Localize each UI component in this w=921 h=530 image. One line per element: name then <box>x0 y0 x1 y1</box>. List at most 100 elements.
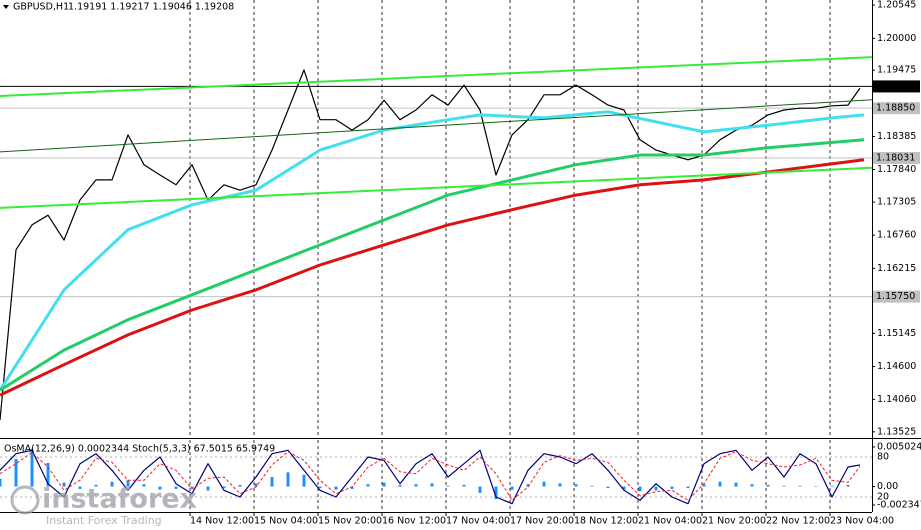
price-level-label: 1.19208 <box>876 81 915 92</box>
histogram-bar <box>334 486 338 490</box>
watermark-logo <box>10 485 40 515</box>
watermark-tagline: Instant Forex Trading <box>46 514 162 527</box>
x-tick-label: 17 Nov 20:00 <box>510 516 574 527</box>
histogram-bar <box>750 484 754 487</box>
histogram-bar <box>782 485 786 487</box>
x-tick-label: 17 Nov 04:00 <box>446 516 510 527</box>
histogram-bar <box>830 485 834 487</box>
histogram-bar <box>398 484 402 487</box>
histogram-bar <box>622 486 626 490</box>
histogram-bar <box>590 485 594 487</box>
y-tick-label: 1.14060 <box>877 394 916 405</box>
x-tick-label: 18 Nov 12:00 <box>574 516 638 527</box>
histogram-bar <box>766 484 770 487</box>
price-level-box <box>873 80 920 93</box>
histogram-bar <box>686 486 690 489</box>
histogram-bar <box>606 486 610 489</box>
y-tick-label: -0.002347 <box>877 499 921 510</box>
histogram-bar <box>718 481 722 487</box>
watermark: instaforex Instant Forex Trading <box>10 484 197 527</box>
price-level-label: 1.18850 <box>876 103 915 114</box>
x-tick-label: 21 Nov 20:00 <box>702 516 766 527</box>
histogram-bar <box>414 484 418 487</box>
y-tick-label: 0.0050246 <box>877 441 921 452</box>
histogram-bar <box>350 486 354 489</box>
histogram-bar <box>78 486 82 489</box>
histogram-bar <box>94 484 98 487</box>
series-line <box>0 449 861 505</box>
y2-tick-label: 80 <box>877 452 889 463</box>
histogram-bar <box>158 486 162 490</box>
series-line <box>0 110 865 392</box>
histogram-bar <box>654 486 658 491</box>
histogram-bar <box>542 481 546 487</box>
price-level-label: 1.18031 <box>876 152 915 163</box>
histogram-bar <box>462 484 466 487</box>
histogram-bar <box>734 482 738 487</box>
symbol: GBPUSD,H1 <box>13 2 69 13</box>
price-level-box <box>873 151 920 164</box>
series-line <box>0 99 873 153</box>
histogram-bar <box>14 458 18 487</box>
histogram-bar <box>238 484 242 487</box>
histogram-bar <box>46 462 50 487</box>
series-line <box>0 158 865 397</box>
y-tick-label: 1.14600 <box>877 361 916 372</box>
price-level-box <box>873 290 920 303</box>
histogram-bar <box>174 486 178 489</box>
histogram-bar <box>142 484 146 487</box>
ohlc: 1.19191 1.19217 1.19046 1.19208 <box>68 2 234 13</box>
watermark-brand: instaforex <box>42 484 197 515</box>
histogram-bar <box>670 486 674 489</box>
x-tick-label: 15 Nov 20:00 <box>318 516 382 527</box>
histogram-bar <box>62 482 66 487</box>
histogram-bar <box>574 484 578 487</box>
indicator-title: OsMA(12,26,9) 0.0002344 Stoch(5,3,3) 67.… <box>4 444 275 455</box>
x-tick-label: 23 Nov 04:00 <box>830 516 894 527</box>
histogram-bar <box>126 480 130 487</box>
x-tick-label: 15 Nov 04:00 <box>254 516 318 527</box>
y-tick-label: 1.17305 <box>877 197 916 208</box>
histogram-bar <box>366 484 370 487</box>
histogram-bar <box>110 481 114 487</box>
histogram-bar <box>0 478 2 487</box>
y-tick-label: 1.13525 <box>877 426 916 437</box>
histogram-bar <box>702 484 706 487</box>
histogram-bar <box>30 448 34 487</box>
y-tick-label: 1.20000 <box>877 33 916 44</box>
histogram-bar <box>190 486 194 489</box>
y-tick-label: 1.20545 <box>877 0 916 11</box>
histogram-bar <box>206 486 210 491</box>
histogram-bar <box>846 484 850 487</box>
histogram-bar <box>430 483 434 487</box>
x-tick-label: 16 Nov 12:00 <box>382 516 446 527</box>
y-tick-label: 1.15145 <box>877 328 916 339</box>
histogram-bar <box>286 472 290 487</box>
y-tick-label: 1.18385 <box>877 131 916 142</box>
histogram-bar <box>222 486 226 489</box>
histogram-bar <box>446 485 450 487</box>
series-line <box>0 69 861 421</box>
series-line <box>0 451 861 501</box>
histogram-bar <box>478 486 482 493</box>
histogram-bar <box>494 486 498 500</box>
price-level-label: 1.15750 <box>876 291 915 302</box>
histogram-bar <box>254 483 258 487</box>
series-line <box>0 166 873 209</box>
x-tick-label: 14 Nov 12:00 <box>190 516 254 527</box>
y-tick-label: 1.16760 <box>877 230 916 241</box>
y-tick-label: 1.17840 <box>877 164 916 175</box>
series-line <box>0 138 865 392</box>
y2-tick-label: 20 <box>877 492 889 503</box>
symbol-arrow <box>3 5 9 9</box>
histogram-bar <box>526 484 530 487</box>
histogram-bar <box>270 477 274 487</box>
histogram-bar <box>814 486 818 488</box>
y-tick-label: 1.19475 <box>877 65 916 76</box>
x-tick-label: 22 Nov 12:00 <box>766 516 830 527</box>
y-tick-label: 1.16215 <box>877 263 916 274</box>
histogram-bar <box>382 482 386 487</box>
histogram-bar <box>510 486 514 490</box>
